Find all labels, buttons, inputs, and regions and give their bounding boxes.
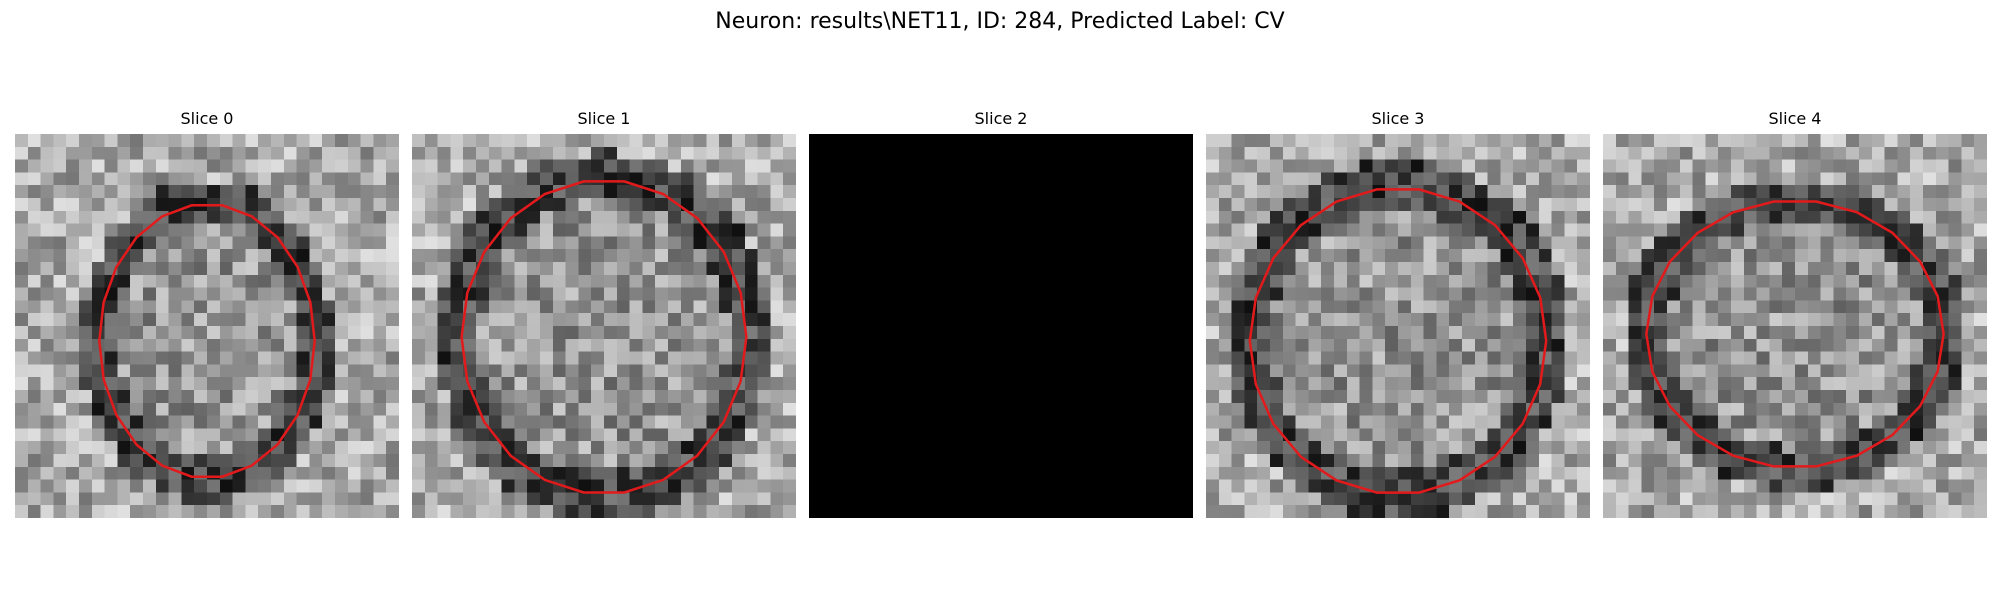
slice-image	[412, 134, 796, 518]
slice-panel-3: Slice 3	[1206, 108, 1590, 518]
slice-title: Slice 2	[974, 109, 1028, 128]
slice-panel-1: Slice 1	[412, 108, 796, 518]
slice-title: Slice 1	[577, 109, 631, 128]
slice-image	[1603, 134, 1987, 518]
cell-contour	[1248, 188, 1548, 494]
figure-title: Neuron: results\NET11, ID: 284, Predicte…	[715, 9, 1285, 34]
slice-panel-0: Slice 0	[15, 108, 399, 518]
slice-image	[1206, 134, 1590, 518]
slice-panel-2: Slice 2	[809, 108, 1193, 518]
slice-title: Slice 3	[1371, 109, 1425, 128]
slice-panel-4: Slice 4	[1603, 108, 1987, 518]
contour-overlay	[1248, 188, 1548, 494]
contour-overlay	[98, 204, 316, 478]
cell-contour	[98, 204, 316, 478]
cell-contour	[1645, 200, 1945, 468]
cell-contour	[460, 180, 748, 494]
contour-overlay	[460, 180, 748, 494]
slice-title: Slice 4	[1768, 109, 1822, 128]
slice-title: Slice 0	[180, 109, 234, 128]
slice-image	[809, 134, 1193, 518]
contour-overlay	[1645, 200, 1945, 468]
slice-image	[15, 134, 399, 518]
